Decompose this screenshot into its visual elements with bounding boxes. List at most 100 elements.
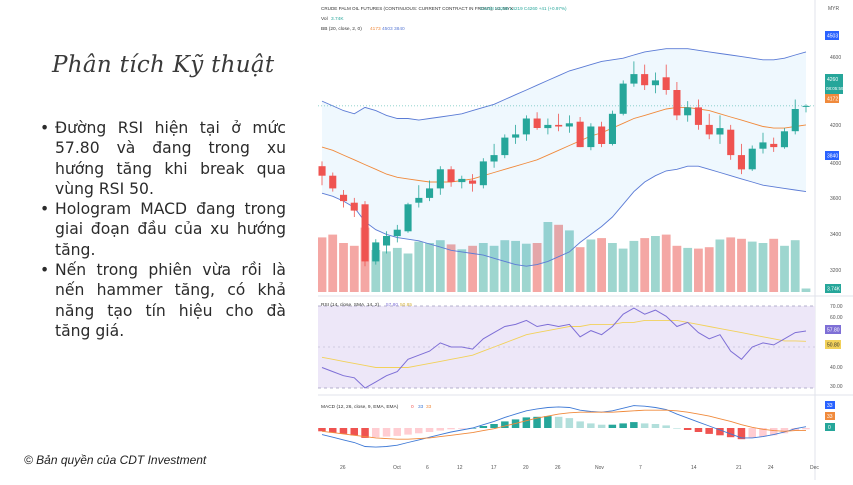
- bullet-rsi: Đường RSI hiện tại ở mức 57.80 và đang t…: [38, 118, 286, 199]
- chart-ohlc: O4258 H4269 L4219 C4260 +41 (+0.97%): [480, 6, 567, 11]
- volume-bar: [339, 243, 348, 292]
- rsi-line: [321, 307, 807, 389]
- volume-bar: [672, 245, 682, 292]
- time-tick: 26: [555, 465, 561, 471]
- signal-badge: [825, 412, 835, 420]
- volume-bar: [457, 249, 467, 292]
- last-price-text: 4260: [827, 77, 838, 83]
- trading-chart[interactable]: CRUDE PALM OIL FUTURES (CONTINUOUS: CURR…: [317, 0, 853, 480]
- candle-body: [415, 197, 423, 203]
- macd-histogram-bar: [683, 428, 692, 430]
- candle-body: [598, 126, 606, 144]
- volume-bar: [532, 243, 542, 292]
- macd-histogram-bar: [748, 428, 756, 438]
- time-tick: Oct: [393, 465, 401, 471]
- candle-body: [458, 178, 466, 183]
- rsi-tick: 40.00: [830, 365, 843, 371]
- candle-body: [490, 155, 498, 162]
- macd-histogram-bar: [802, 428, 810, 430]
- macd-histogram-bar: [479, 426, 488, 428]
- candle-body: [479, 161, 487, 186]
- volume-bar: [780, 245, 789, 292]
- rsi-ma-value: 50.85: [400, 302, 412, 308]
- macd-histogram-bar: [673, 428, 681, 429]
- last-price-badge: [825, 74, 843, 94]
- macd-histogram-bar: [587, 423, 595, 428]
- vol-value: 3.74K: [331, 16, 344, 22]
- time-tick: 7: [639, 465, 642, 471]
- macd-histogram-bar: [576, 421, 584, 428]
- macd-signal-line: [321, 409, 806, 440]
- volume-bar: [478, 243, 488, 292]
- rsi-tick: 70.00: [830, 304, 843, 310]
- macd-histogram-bar: [651, 424, 660, 428]
- rsi-badge-text: 57.80: [827, 328, 840, 334]
- candle-body: [759, 142, 767, 149]
- bullet-hammer: Nến trong phiên vừa rồi là nến hammer tă…: [38, 260, 286, 341]
- bb-lower-value: 3840: [394, 26, 405, 32]
- time-tick: 6: [426, 465, 429, 471]
- copyright-notice: © Bản quyền của CDT Investment: [24, 453, 207, 467]
- volume-bar: [425, 243, 434, 292]
- bb-lower-badge-text: 3840: [827, 154, 838, 160]
- time-tick: 24: [768, 465, 774, 471]
- rsi-tick: 60.00: [830, 315, 843, 321]
- volume-bar: [715, 239, 725, 292]
- candle-body: [404, 204, 412, 232]
- volume-bar: [629, 240, 639, 292]
- candle-body: [544, 124, 552, 129]
- price-tick: 3400: [830, 232, 841, 238]
- macd-histogram-bar: [339, 428, 348, 434]
- candle-body: [748, 148, 756, 170]
- candle-body: [802, 105, 810, 107]
- macd-signal-value: 33: [426, 404, 432, 410]
- volume-bar: [511, 240, 520, 292]
- rsi-label: RSI (14, close, SMA, 14, 2): [321, 302, 380, 308]
- bb-basis-line: [321, 106, 807, 183]
- candle-body: [426, 188, 434, 198]
- volume-bar: [618, 248, 628, 292]
- macd-histogram-bar: [565, 418, 574, 428]
- candle-body: [372, 242, 380, 262]
- macd-histogram-bar: [662, 425, 670, 428]
- macd-histogram-bar: [372, 428, 380, 438]
- macd-histogram-bar: [608, 424, 617, 428]
- volume-bar: [575, 247, 585, 292]
- hist-badge: [825, 423, 835, 431]
- volume-bar: [790, 240, 800, 292]
- macd-badge: [825, 401, 835, 409]
- candle-body: [555, 124, 563, 127]
- candle-body: [780, 131, 788, 148]
- time-tick: Dec: [810, 465, 819, 471]
- macd-hist-value: 0: [411, 404, 414, 410]
- candle-body: [705, 124, 713, 135]
- macd-histogram-bar: [501, 421, 509, 428]
- volume-bar: [747, 241, 757, 292]
- volume-bar: [651, 236, 660, 292]
- rsi-value: 57.80: [386, 302, 398, 308]
- bb-upper-badge-text: 4503: [827, 34, 838, 40]
- bb-mid-value: 4173: [370, 26, 381, 32]
- macd-histogram-bar: [415, 428, 423, 434]
- bb-lower-badge: [825, 151, 839, 160]
- macd-histogram-bar: [694, 428, 703, 432]
- rsi-band: [318, 306, 815, 388]
- candle-body: [436, 169, 444, 189]
- volume-bar: [586, 239, 596, 292]
- slide-title: Phân tích Kỹ thuật: [52, 52, 275, 78]
- time-tick: 21: [736, 465, 742, 471]
- candle-body: [340, 194, 348, 202]
- time-tick: 14: [691, 465, 697, 471]
- macd-histogram-bar: [640, 423, 649, 428]
- volume-bar: [382, 251, 391, 292]
- time-axis[interactable]: 26 Oct 6 12 17 20 26 Nov 7 14 21 24 Dec: [340, 465, 819, 471]
- candle-body: [684, 107, 692, 116]
- bb-mid-badge-text: 4172: [827, 97, 838, 103]
- candle-body: [318, 166, 326, 176]
- candle-body: [770, 143, 778, 148]
- macd-histogram-bar: [544, 416, 552, 428]
- candle-body: [651, 80, 659, 86]
- candle-body: [533, 118, 541, 128]
- vol-badge-text: 3.74K: [827, 287, 841, 293]
- candle-body: [522, 118, 530, 135]
